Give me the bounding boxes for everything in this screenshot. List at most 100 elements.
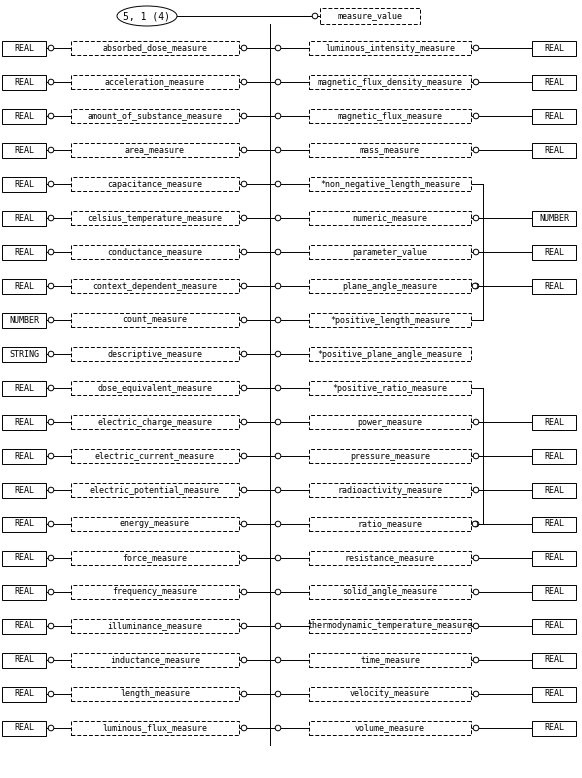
Bar bbox=[2, 108, 46, 124]
Text: thermodynamic_temperature_measure: thermodynamic_temperature_measure bbox=[307, 622, 473, 630]
Circle shape bbox=[48, 419, 54, 425]
Circle shape bbox=[275, 147, 281, 152]
Text: REAL: REAL bbox=[14, 656, 34, 664]
Bar bbox=[532, 482, 576, 497]
Circle shape bbox=[241, 419, 247, 425]
Bar bbox=[532, 619, 576, 633]
Circle shape bbox=[48, 283, 54, 289]
Text: magnetic_flux_density_measure: magnetic_flux_density_measure bbox=[318, 78, 463, 86]
Circle shape bbox=[275, 283, 281, 289]
Circle shape bbox=[473, 147, 479, 152]
Text: NUMBER: NUMBER bbox=[9, 316, 39, 324]
Bar bbox=[71, 347, 239, 361]
Bar bbox=[532, 75, 576, 89]
Bar bbox=[2, 211, 46, 226]
Circle shape bbox=[48, 725, 54, 731]
Circle shape bbox=[473, 555, 479, 561]
Text: acceleration_measure: acceleration_measure bbox=[105, 78, 205, 86]
Circle shape bbox=[241, 691, 247, 697]
Circle shape bbox=[48, 521, 54, 527]
Bar bbox=[2, 244, 46, 260]
Circle shape bbox=[241, 249, 247, 255]
Circle shape bbox=[48, 181, 54, 187]
Bar bbox=[532, 40, 576, 55]
Circle shape bbox=[241, 589, 247, 595]
Circle shape bbox=[241, 147, 247, 152]
Bar bbox=[71, 41, 239, 55]
Circle shape bbox=[473, 487, 479, 492]
Circle shape bbox=[48, 317, 54, 323]
Text: force_measure: force_measure bbox=[122, 553, 187, 562]
Bar bbox=[309, 449, 471, 463]
Text: REAL: REAL bbox=[14, 247, 34, 257]
Bar bbox=[71, 279, 239, 293]
Text: electric_current_measure: electric_current_measure bbox=[95, 451, 215, 461]
Bar bbox=[2, 482, 46, 497]
Circle shape bbox=[473, 114, 479, 119]
Circle shape bbox=[275, 79, 281, 85]
Bar bbox=[2, 177, 46, 191]
Text: REAL: REAL bbox=[14, 724, 34, 733]
Bar bbox=[309, 517, 471, 531]
Text: REAL: REAL bbox=[14, 622, 34, 630]
Circle shape bbox=[275, 589, 281, 595]
Text: *positive_ratio_measure: *positive_ratio_measure bbox=[332, 384, 448, 392]
Text: magnetic_flux_measure: magnetic_flux_measure bbox=[338, 111, 442, 121]
Bar bbox=[309, 653, 471, 667]
Bar bbox=[71, 75, 239, 89]
Text: plane_angle_measure: plane_angle_measure bbox=[342, 282, 438, 290]
Circle shape bbox=[48, 79, 54, 85]
Circle shape bbox=[241, 555, 247, 561]
Text: REAL: REAL bbox=[14, 587, 34, 597]
Text: *positive_plane_angle_measure: *positive_plane_angle_measure bbox=[318, 349, 463, 359]
Text: absorbed_dose_measure: absorbed_dose_measure bbox=[102, 44, 208, 52]
Text: electric_charge_measure: electric_charge_measure bbox=[98, 418, 212, 426]
Text: REAL: REAL bbox=[14, 485, 34, 495]
Circle shape bbox=[241, 521, 247, 527]
Bar bbox=[71, 619, 239, 633]
Bar bbox=[309, 143, 471, 157]
Bar bbox=[532, 415, 576, 429]
Bar bbox=[71, 245, 239, 259]
Text: REAL: REAL bbox=[14, 44, 34, 52]
Bar bbox=[2, 517, 46, 531]
Bar bbox=[309, 721, 471, 735]
Text: REAL: REAL bbox=[544, 247, 564, 257]
Circle shape bbox=[473, 79, 479, 85]
Text: REAL: REAL bbox=[544, 418, 564, 426]
Circle shape bbox=[48, 691, 54, 697]
Circle shape bbox=[48, 555, 54, 561]
Circle shape bbox=[473, 725, 479, 731]
Text: *non_negative_length_measure: *non_negative_length_measure bbox=[320, 180, 460, 188]
Text: REAL: REAL bbox=[544, 451, 564, 461]
Text: REAL: REAL bbox=[14, 451, 34, 461]
Text: REAL: REAL bbox=[544, 44, 564, 52]
Text: REAL: REAL bbox=[544, 145, 564, 155]
Bar bbox=[532, 686, 576, 702]
Bar bbox=[309, 585, 471, 599]
Text: REAL: REAL bbox=[14, 213, 34, 223]
Ellipse shape bbox=[117, 6, 177, 26]
Text: REAL: REAL bbox=[544, 587, 564, 597]
Bar bbox=[309, 177, 471, 191]
Circle shape bbox=[241, 725, 247, 731]
Text: amount_of_substance_measure: amount_of_substance_measure bbox=[87, 111, 222, 121]
Circle shape bbox=[241, 623, 247, 629]
Bar bbox=[320, 8, 420, 24]
Bar bbox=[2, 279, 46, 293]
Text: NUMBER: NUMBER bbox=[539, 213, 569, 223]
Text: pressure_measure: pressure_measure bbox=[350, 451, 430, 461]
Text: REAL: REAL bbox=[14, 418, 34, 426]
Bar bbox=[309, 109, 471, 123]
Circle shape bbox=[241, 487, 247, 492]
Bar bbox=[2, 686, 46, 702]
Circle shape bbox=[275, 351, 281, 357]
Bar bbox=[309, 313, 471, 327]
Circle shape bbox=[48, 487, 54, 492]
Text: REAL: REAL bbox=[14, 384, 34, 392]
Bar bbox=[532, 517, 576, 531]
Text: REAL: REAL bbox=[544, 622, 564, 630]
Text: volume_measure: volume_measure bbox=[355, 724, 425, 733]
Bar bbox=[532, 720, 576, 735]
Circle shape bbox=[275, 725, 281, 731]
